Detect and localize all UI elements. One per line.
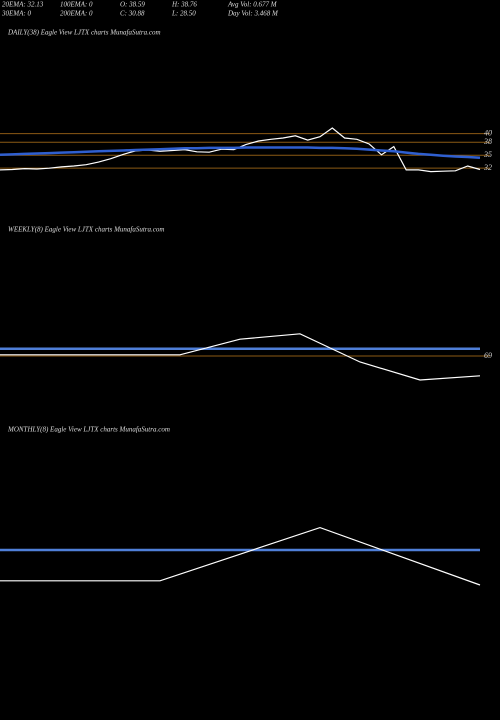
y-tick-label: 38 bbox=[483, 137, 492, 146]
series-line bbox=[0, 333, 481, 381]
panel-title: DAILY(38) Eagle View LJTX charts MunafaS… bbox=[7, 29, 161, 37]
y-tick-label: 32 bbox=[483, 163, 492, 172]
header-stat: 100EMA: 0 bbox=[60, 1, 93, 9]
series-line bbox=[0, 146, 481, 160]
series-line bbox=[0, 526, 481, 586]
y-tick-label: 69 bbox=[484, 351, 492, 360]
panel-title: WEEKLY(8) Eagle View LJTX charts MunafaS… bbox=[8, 226, 164, 234]
panel-title: MONTHLY(8) Eagle View LJTX charts Munafa… bbox=[7, 426, 170, 434]
header-stat: 30EMA: 0 bbox=[1, 10, 31, 18]
series-line bbox=[0, 127, 481, 173]
header-stat: 200EMA: 0 bbox=[60, 10, 93, 18]
y-tick-label: 40 bbox=[484, 128, 492, 137]
header-stat: Day Vol: 3.468 M bbox=[227, 10, 279, 18]
header-stat: Avg Vol: 0.677 M bbox=[227, 1, 278, 9]
header-stat: 20EMA: 32.13 bbox=[2, 1, 44, 9]
header-stat: C: 30.88 bbox=[120, 10, 145, 18]
header-stat: L: 28.50 bbox=[171, 10, 196, 18]
header-stat: H: 38.76 bbox=[171, 1, 197, 9]
header-stat: O: 38.59 bbox=[120, 1, 145, 9]
y-tick-label: 35 bbox=[483, 150, 492, 159]
